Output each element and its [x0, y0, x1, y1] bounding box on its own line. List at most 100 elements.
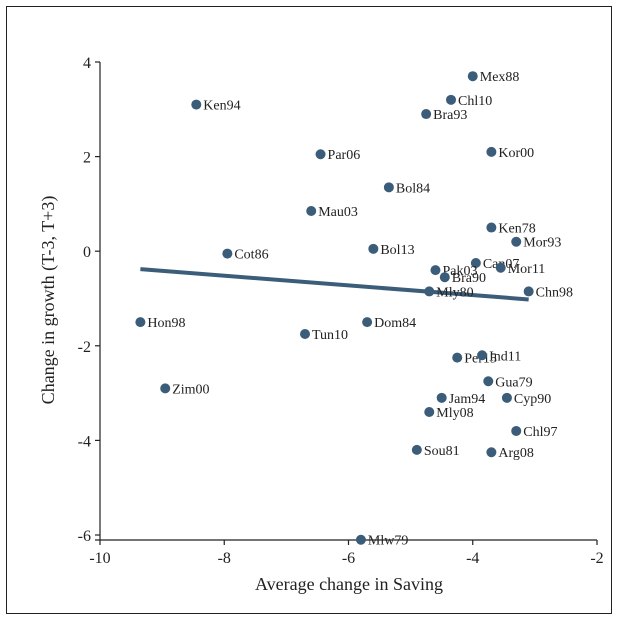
- data-point-label: Cyp90: [514, 392, 551, 407]
- fit-line: [140, 267, 529, 302]
- data-point: [477, 350, 488, 361]
- data-point-label: Kor00: [498, 146, 534, 161]
- data-point: [383, 182, 394, 193]
- data-point: [315, 149, 326, 160]
- data-point: [452, 352, 463, 363]
- data-point-group: Dom84: [362, 316, 416, 331]
- data-point: [501, 392, 512, 403]
- data-point-group: Chn98: [523, 285, 573, 300]
- data-point-label: Mau03: [318, 205, 358, 220]
- data-point: [306, 205, 317, 216]
- data-point-label: Ken94: [203, 99, 240, 114]
- y-tick-label: -4: [78, 433, 91, 450]
- data-point-group: Tun10: [300, 328, 348, 343]
- data-point-group: Ind11: [477, 349, 521, 364]
- data-point-label: Hon98: [147, 316, 185, 331]
- points-group: Mex88 Chl10 Ken94 Bra93 Par06 Kor00 Bol84 Mau03…: [135, 70, 573, 549]
- data-point-group: Kor00: [486, 146, 534, 161]
- data-point: [222, 248, 233, 259]
- y-tick-label: 0: [83, 244, 91, 261]
- data-point-label: Par06: [328, 148, 361, 163]
- data-point-group: Mlw79: [355, 534, 408, 549]
- data-point: [486, 146, 497, 157]
- data-point: [439, 272, 450, 283]
- data-point: [486, 222, 497, 233]
- x-tick-label: -8: [218, 550, 231, 567]
- x-tick-label: -2: [590, 550, 603, 567]
- data-point-label: Ken78: [498, 222, 535, 237]
- data-point-label: Mor11: [508, 262, 546, 277]
- data-point: [160, 383, 171, 394]
- y-tick-label: -6: [78, 528, 91, 545]
- data-point: [511, 236, 522, 247]
- x-tick-label: -10: [89, 550, 110, 567]
- y-tick-label: 2: [83, 150, 91, 167]
- data-point-group: Chl97: [511, 425, 557, 440]
- data-point-label: Mex88: [480, 70, 520, 85]
- data-point: [467, 71, 478, 82]
- data-point-group: Gua79: [483, 375, 533, 390]
- data-point-group: Bol13: [368, 243, 415, 258]
- data-point-label: Mlw79: [368, 534, 408, 549]
- data-point: [362, 317, 373, 328]
- data-point-group: Bra93: [421, 108, 467, 123]
- data-point-label: Zim00: [172, 382, 209, 397]
- data-point: [355, 534, 366, 545]
- data-point: [411, 444, 422, 455]
- data-point-group: Mly08: [424, 406, 474, 421]
- fit-line-group: [140, 267, 529, 302]
- data-point-group: Jam94: [436, 392, 486, 407]
- data-point-group: Arg08: [486, 446, 534, 461]
- data-point-label: Mor93: [523, 236, 561, 251]
- data-point-group: Cyp90: [501, 392, 551, 407]
- data-point-label: Bol13: [380, 243, 414, 258]
- data-point: [495, 262, 506, 273]
- data-point-group: Pak03: [430, 264, 477, 279]
- data-point-group: Bra90: [439, 271, 486, 286]
- data-point-group: Mor11: [495, 262, 546, 277]
- data-point-label: Ind11: [489, 349, 521, 364]
- data-point: [511, 425, 522, 436]
- data-point-group: Zim00: [160, 382, 210, 397]
- data-point: [523, 286, 534, 297]
- data-point-label: Dom84: [374, 316, 416, 331]
- data-point-label: Chn98: [536, 285, 573, 300]
- data-point-label: Jam94: [449, 392, 486, 407]
- data-point: [486, 447, 497, 458]
- data-point: [368, 243, 379, 254]
- data-point-group: Par06: [315, 148, 361, 163]
- data-point: [424, 286, 435, 297]
- data-point-group: Cot86: [222, 248, 269, 263]
- axes: -6 -4 -2 0 2 4 -10 -8 -6 -4 -2: [78, 55, 604, 567]
- data-point-group: Sou81: [411, 444, 460, 459]
- data-point-group: Hon98: [135, 316, 186, 331]
- data-point: [446, 94, 457, 105]
- data-point-group: Bol84: [383, 181, 430, 196]
- chart-frame: [6, 6, 612, 614]
- data-point-label: Arg08: [498, 446, 534, 461]
- data-point-label: Bra90: [452, 271, 486, 286]
- data-point-group: Chl10: [446, 94, 492, 109]
- data-point-label: Tun10: [312, 328, 348, 343]
- data-point: [421, 109, 432, 120]
- data-point-label: Gua79: [495, 375, 532, 390]
- data-point-label: Cot86: [234, 248, 268, 263]
- data-point-label: Mly80: [436, 285, 473, 300]
- data-point: [191, 99, 202, 110]
- data-point-label: Pak03: [442, 264, 477, 279]
- data-point-label: Bra93: [433, 108, 467, 123]
- data-point-label: Bol84: [396, 181, 430, 196]
- data-point-label: Sou81: [424, 444, 460, 459]
- data-point: [430, 265, 441, 276]
- data-point-group: Ken94: [191, 99, 241, 114]
- y-axis-title: Change in growth (T-3, T+3): [38, 196, 59, 405]
- y-tick-label: -2: [78, 339, 91, 356]
- data-point-group: Ken78: [486, 222, 536, 237]
- data-point: [135, 317, 146, 328]
- data-point: [424, 407, 435, 418]
- x-tick-label: -4: [466, 550, 479, 567]
- data-point-label: Chl97: [523, 425, 557, 440]
- data-point: [436, 392, 447, 403]
- y-tick-label: 4: [83, 55, 91, 72]
